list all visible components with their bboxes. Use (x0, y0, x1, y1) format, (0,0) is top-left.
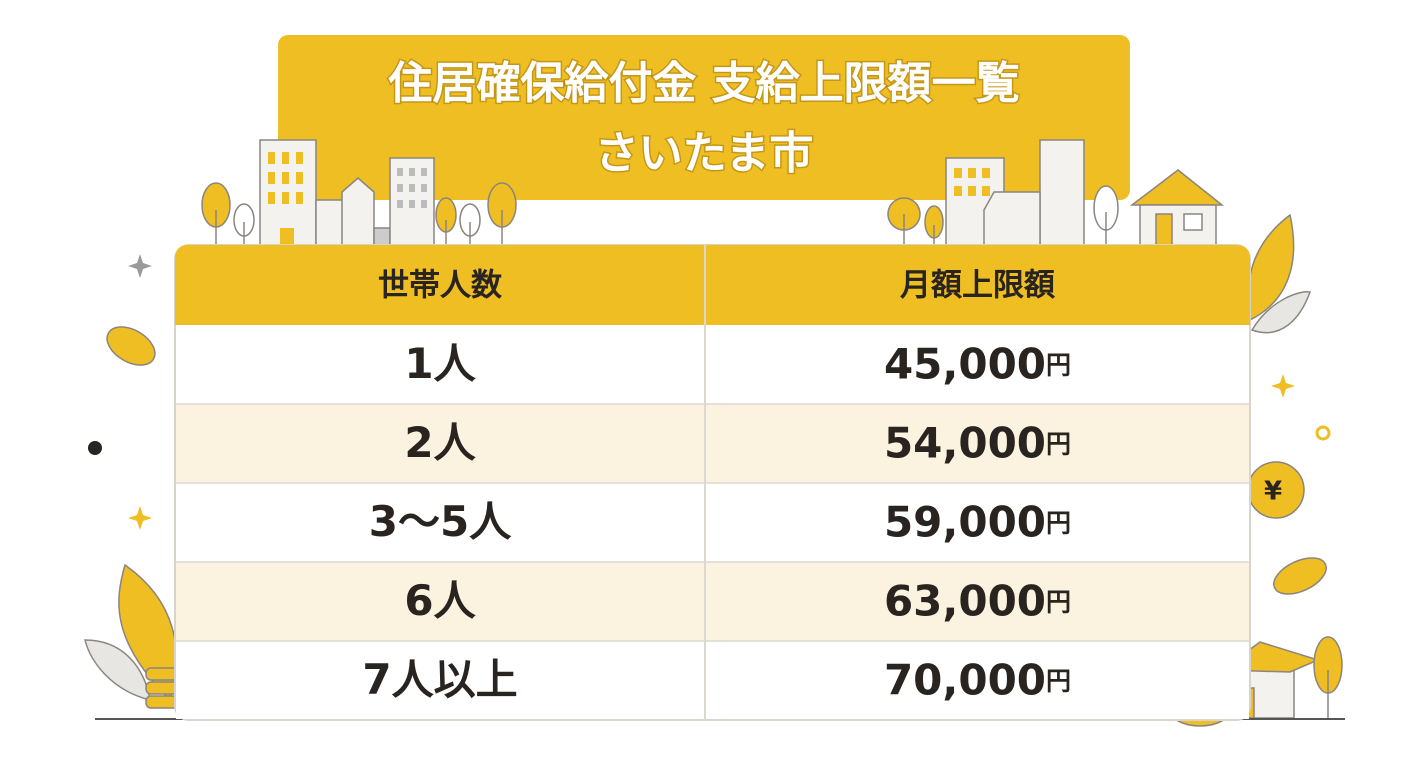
amount: 63,000 (884, 576, 1046, 625)
amount: 59,000 (884, 497, 1046, 546)
table-row (176, 325, 1249, 404)
monthly-limit: 63,000円 (884, 576, 1071, 625)
title-box (278, 35, 1130, 200)
monthly-limit: 70,000円 (884, 655, 1071, 704)
unit: 円 (1046, 667, 1071, 696)
unit: 円 (1046, 509, 1071, 538)
unit: 円 (1046, 588, 1071, 617)
monthly-limit: 59,000円 (884, 497, 1071, 546)
household-size: 2人 (404, 418, 476, 467)
monthly-limit: 54,000円 (884, 418, 1071, 467)
svg-text:¥: ¥ (1264, 477, 1282, 507)
left-cityscape (201, 139, 517, 247)
right-cityscape (887, 139, 1225, 247)
monthly-limit: 45,000円 (884, 339, 1071, 388)
table-row (176, 483, 1249, 562)
column-header: 月額上限額 (900, 268, 1056, 304)
amount: 70,000 (884, 655, 1046, 704)
table-row (176, 562, 1249, 641)
table-row (176, 641, 1249, 719)
household-size: 7人以上 (362, 655, 517, 704)
household-size: 1人 (404, 339, 476, 388)
subtitle: さいたま市 (595, 128, 814, 179)
column-header: 世帯人数 (378, 268, 502, 304)
unit: 円 (1046, 430, 1071, 459)
table-row (176, 404, 1249, 483)
household-size: 6人 (404, 576, 476, 625)
household-size: 3〜5人 (369, 497, 512, 546)
header-row (175, 245, 1250, 325)
unit: 円 (1046, 351, 1071, 380)
amount: 54,000 (884, 418, 1046, 467)
amount: 45,000 (884, 339, 1046, 388)
title: 住居確保給付金 支給上限額一覧 (387, 58, 1019, 109)
